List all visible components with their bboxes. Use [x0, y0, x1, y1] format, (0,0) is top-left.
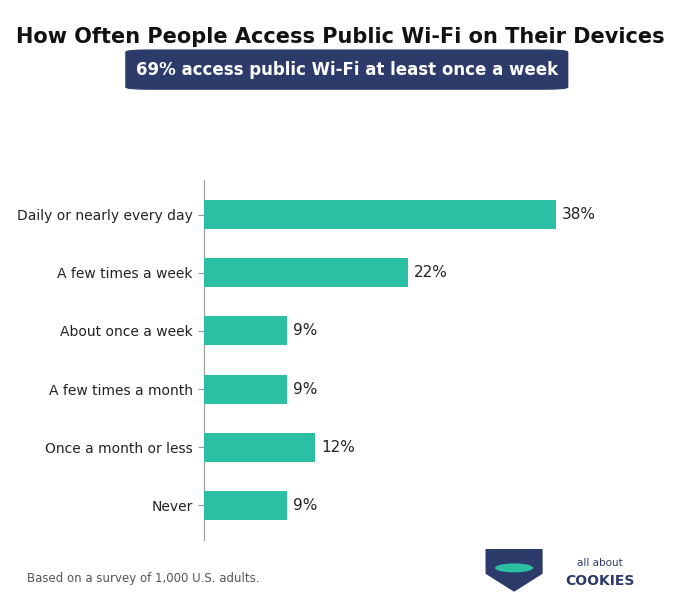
Text: all about: all about [577, 559, 623, 568]
Circle shape [495, 563, 533, 572]
Polygon shape [486, 549, 543, 592]
Bar [204, 491, 288, 520]
Text: COOKIES: COOKIES [565, 574, 634, 589]
Text: Based on a survey of 1,000 U.S. adults.: Based on a survey of 1,000 U.S. adults. [27, 572, 260, 585]
Text: 69% access public Wi-Fi at least once a week: 69% access public Wi-Fi at least once a … [136, 61, 558, 79]
Text: 12%: 12% [321, 440, 355, 455]
Bar [204, 200, 556, 229]
Text: 9%: 9% [293, 323, 318, 338]
Text: 38%: 38% [562, 208, 596, 223]
Text: How Often People Access Public Wi-Fi on Their Devices: How Often People Access Public Wi-Fi on … [16, 27, 664, 47]
Bar [204, 316, 288, 346]
FancyBboxPatch shape [126, 50, 568, 89]
Bar [204, 374, 288, 404]
Bar [204, 433, 316, 461]
Text: 9%: 9% [293, 497, 318, 512]
Bar [204, 259, 408, 287]
Text: 22%: 22% [413, 265, 447, 280]
Text: 9%: 9% [293, 382, 318, 397]
